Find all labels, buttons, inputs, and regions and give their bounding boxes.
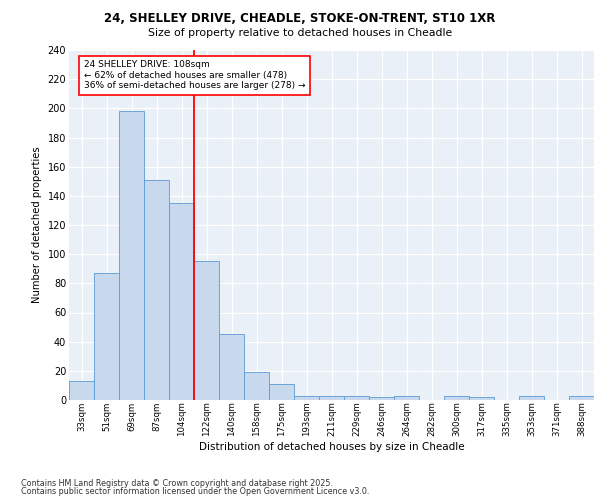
Bar: [319, 396, 344, 400]
Text: Size of property relative to detached houses in Cheadle: Size of property relative to detached ho…: [148, 28, 452, 38]
Bar: [144, 180, 169, 400]
Bar: [69, 381, 94, 400]
Bar: [119, 112, 144, 400]
Text: 24, SHELLEY DRIVE, CHEADLE, STOKE-ON-TRENT, ST10 1XR: 24, SHELLEY DRIVE, CHEADLE, STOKE-ON-TRE…: [104, 12, 496, 26]
Bar: [269, 384, 294, 400]
Y-axis label: Number of detached properties: Number of detached properties: [32, 146, 42, 304]
X-axis label: Distribution of detached houses by size in Cheadle: Distribution of detached houses by size …: [199, 442, 464, 452]
Bar: [444, 396, 469, 400]
Bar: [194, 262, 219, 400]
Bar: [569, 396, 594, 400]
Bar: [244, 372, 269, 400]
Bar: [294, 396, 319, 400]
Text: Contains HM Land Registry data © Crown copyright and database right 2025.: Contains HM Land Registry data © Crown c…: [21, 478, 333, 488]
Bar: [369, 397, 394, 400]
Bar: [219, 334, 244, 400]
Bar: [394, 396, 419, 400]
Text: Contains public sector information licensed under the Open Government Licence v3: Contains public sector information licen…: [21, 487, 370, 496]
Bar: [519, 396, 544, 400]
Text: 24 SHELLEY DRIVE: 108sqm
← 62% of detached houses are smaller (478)
36% of semi-: 24 SHELLEY DRIVE: 108sqm ← 62% of detach…: [83, 60, 305, 90]
Bar: [94, 273, 119, 400]
Bar: [169, 203, 194, 400]
Bar: [344, 396, 369, 400]
Bar: [469, 397, 494, 400]
